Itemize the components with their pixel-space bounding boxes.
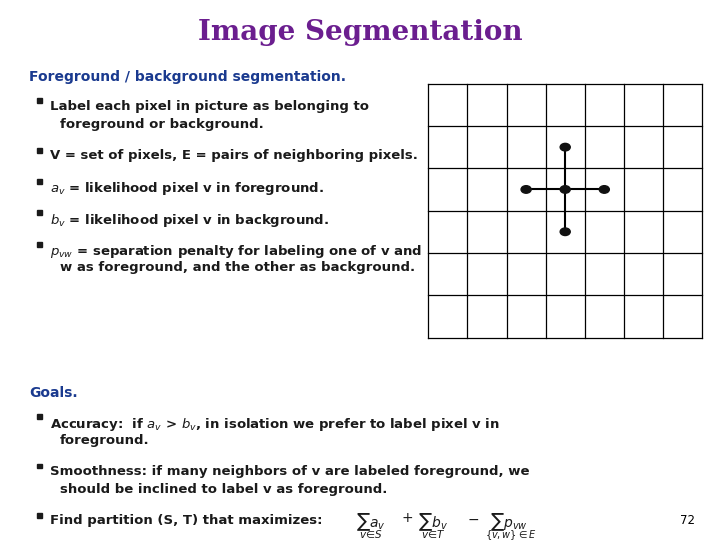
Text: $p_{vw}$ = separation penalty for labeling one of v and: $p_{vw}$ = separation penalty for labeli… — [50, 243, 423, 260]
Text: $+$: $+$ — [401, 511, 413, 525]
Text: Smoothness: if many neighbors of v are labeled foreground, we: Smoothness: if many neighbors of v are l… — [50, 465, 530, 478]
Text: $\sum p_{vw}$: $\sum p_{vw}$ — [490, 511, 527, 533]
Bar — [37, 512, 42, 517]
Text: Foreground / background segmentation.: Foreground / background segmentation. — [29, 70, 346, 84]
Circle shape — [560, 186, 570, 193]
Bar — [37, 241, 42, 246]
Bar — [37, 147, 42, 152]
Circle shape — [599, 186, 609, 193]
Text: $a_v$ = likelihood pixel v in foreground.: $a_v$ = likelihood pixel v in foreground… — [50, 180, 325, 197]
Bar — [37, 98, 42, 104]
Text: Goals.: Goals. — [29, 386, 78, 400]
Text: $v\!\in\!T$: $v\!\in\!T$ — [421, 528, 446, 540]
Text: Label each pixel in picture as belonging to: Label each pixel in picture as belonging… — [50, 100, 369, 113]
Text: $v\!\in\!S$: $v\!\in\!S$ — [359, 528, 383, 540]
Text: $-$: $-$ — [467, 511, 479, 525]
Text: $\sum b_v$: $\sum b_v$ — [418, 511, 448, 533]
Text: should be inclined to label v as foreground.: should be inclined to label v as foregro… — [60, 483, 387, 496]
Text: 72: 72 — [680, 514, 695, 526]
Circle shape — [521, 186, 531, 193]
Bar — [37, 463, 42, 469]
Text: $\sum a_v$: $\sum a_v$ — [356, 511, 386, 533]
Text: foreground.: foreground. — [60, 434, 149, 447]
Text: w as foreground, and the other as background.: w as foreground, and the other as backgr… — [60, 261, 415, 274]
Text: $\{v,w\}\in E$: $\{v,w\}\in E$ — [485, 528, 536, 540]
Text: foreground or background.: foreground or background. — [60, 118, 264, 131]
Bar — [37, 414, 42, 419]
Text: Image Segmentation: Image Segmentation — [198, 19, 522, 46]
Bar — [37, 210, 42, 215]
Circle shape — [560, 143, 570, 151]
Bar — [37, 179, 42, 184]
Circle shape — [560, 228, 570, 235]
Text: V = set of pixels, E = pairs of neighboring pixels.: V = set of pixels, E = pairs of neighbor… — [50, 149, 418, 162]
Text: Accuracy:  if $a_v$ > $b_v$, in isolation we prefer to label pixel v in: Accuracy: if $a_v$ > $b_v$, in isolation… — [50, 416, 500, 433]
Text: Find partition (S, T) that maximizes:: Find partition (S, T) that maximizes: — [50, 514, 323, 527]
Text: $b_v$ = likelihood pixel v in background.: $b_v$ = likelihood pixel v in background… — [50, 212, 330, 228]
